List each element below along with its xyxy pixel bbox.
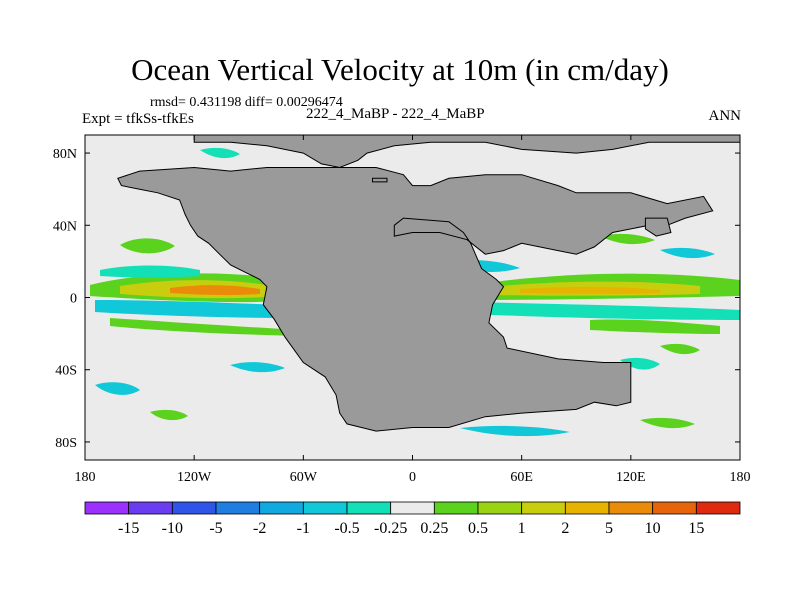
anomaly-patch <box>110 318 300 336</box>
axes: 180 120W 60W 0 60E 120E 180 80N 40N 0 40S 80S <box>53 135 751 485</box>
colorbar-swatch <box>433 501 479 515</box>
x-tick-label: 60W <box>290 470 318 485</box>
colorbar-swatch <box>652 501 697 515</box>
land-region <box>372 177 388 183</box>
colorbar-label: -1 <box>297 520 310 537</box>
colorbar-swatch <box>564 501 610 515</box>
anomaly-patch <box>120 238 175 254</box>
colorbar-swatch <box>521 501 566 515</box>
colorbar: -15 -10 -5 -2 -1 -0.5 -0.25 0.25 0.5 1 2 5 10 15 <box>84 501 741 537</box>
colorbar-label: 10 <box>645 520 661 537</box>
colorbar-swatch <box>390 501 435 515</box>
case-label: 222_4_MaBP - 222_4_MaBP <box>306 106 485 122</box>
y-tick-label: 0 <box>70 292 77 307</box>
colorbar-label: -0.5 <box>334 520 359 537</box>
colorbar-swatch <box>302 501 348 515</box>
colorbar-label: 15 <box>688 520 704 537</box>
colorbar-label: -5 <box>209 520 222 537</box>
anomaly-patch <box>95 382 140 395</box>
anomaly-patch <box>470 302 740 320</box>
colorbar-label: -15 <box>118 520 139 537</box>
colorbar-swatch <box>346 501 392 515</box>
experiment-label: Expt = tfkSs-tfkEs <box>82 111 194 127</box>
y-tick-label: 40N <box>53 219 77 234</box>
colorbar-label: 0.5 <box>468 520 488 537</box>
colorbar-swatch <box>215 501 261 515</box>
colorbar-label: 5 <box>605 520 613 537</box>
colorbar-label: 2 <box>561 520 569 537</box>
y-tick-label: 80S <box>55 436 77 451</box>
x-tick-label: 120W <box>177 470 212 485</box>
anomaly-patch <box>100 265 200 278</box>
anomaly-patch <box>600 233 655 245</box>
land-region <box>193 135 740 169</box>
colorbar-swatch <box>84 501 130 515</box>
colorbar-label: -0.25 <box>374 520 407 537</box>
anomaly-patch <box>660 247 715 259</box>
anomaly-patch <box>95 300 300 318</box>
y-tick-label: 40S <box>55 364 77 379</box>
colorbar-label: -10 <box>162 520 183 537</box>
colorbar-label: 0.25 <box>420 520 448 537</box>
anomaly-patch <box>660 343 700 355</box>
anomaly-patch <box>590 319 720 334</box>
y-tick-label: 80N <box>53 147 77 162</box>
colorbar-swatch <box>608 501 654 515</box>
anomaly-patch <box>620 357 660 370</box>
x-tick-label: 180 <box>730 470 751 485</box>
land-mask <box>117 135 740 432</box>
anomaly-patch <box>200 147 240 159</box>
anomaly-patch <box>460 425 570 437</box>
anomaly-patch <box>150 409 188 421</box>
colorbar-swatch <box>477 501 523 515</box>
x-tick-label: 120E <box>616 470 646 485</box>
colorbar-label: -2 <box>253 520 266 537</box>
land-region <box>644 217 672 237</box>
anomaly-patch <box>640 417 695 429</box>
anomaly-layer <box>90 147 740 437</box>
anomaly-patch <box>230 362 285 373</box>
x-tick-label: 180 <box>75 470 96 485</box>
stats-line: rmsd= 0.431198 diff= 0.00296474 <box>150 95 343 110</box>
colorbar-swatch <box>171 501 217 515</box>
season-label: ANN <box>708 108 742 124</box>
x-tick-label: 60E <box>510 470 533 485</box>
colorbar-label: 1 <box>518 520 526 537</box>
land-region <box>117 166 714 432</box>
colorbar-swatch <box>695 501 741 515</box>
chart-title: Ocean Vertical Velocity at 10m (in cm/da… <box>131 52 669 87</box>
x-tick-label: 0 <box>409 470 416 485</box>
colorbar-swatch <box>128 501 173 515</box>
anomaly-patch <box>170 285 260 296</box>
anomaly-patch <box>520 286 660 294</box>
colorbar-swatch <box>259 501 304 515</box>
